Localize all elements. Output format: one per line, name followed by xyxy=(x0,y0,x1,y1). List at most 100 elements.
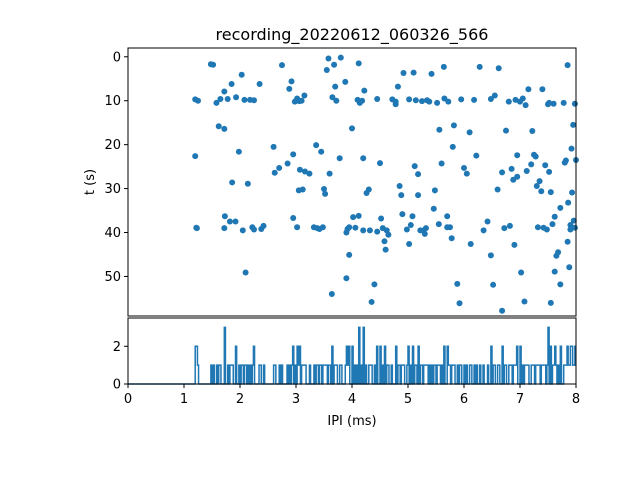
scatter-point xyxy=(346,224,353,231)
scatter-point xyxy=(399,211,406,218)
scatter-point xyxy=(539,86,546,93)
scatter-point xyxy=(487,252,494,259)
scatter-point xyxy=(224,95,231,102)
y-tick-label: 10 xyxy=(104,94,121,109)
scatter-point xyxy=(529,128,536,135)
scatter-point xyxy=(560,99,567,106)
scatter-point xyxy=(547,299,554,306)
scatter-point xyxy=(471,96,478,103)
scatter-point xyxy=(368,298,375,305)
scatter-point xyxy=(533,182,540,189)
scatter-point xyxy=(525,86,532,93)
scatter-point xyxy=(549,221,556,228)
scatter-point xyxy=(193,225,200,232)
scatter-point xyxy=(495,65,502,72)
scatter-point xyxy=(480,227,487,234)
scatter-point xyxy=(336,155,343,162)
scatter-point xyxy=(322,190,329,197)
scatter-point xyxy=(288,78,295,85)
y-tick-label: 40 xyxy=(104,226,121,241)
scatter-point xyxy=(323,66,330,73)
scatter-point xyxy=(321,186,327,193)
scatter-point xyxy=(441,95,448,102)
x-tick-label: 2 xyxy=(236,392,244,407)
scatter-point xyxy=(412,97,419,104)
scatter-point xyxy=(286,85,293,92)
scatter-point xyxy=(301,168,308,175)
scatter-point xyxy=(415,171,422,178)
scatter-point xyxy=(360,227,367,234)
scatter-panel: 0 10 20 30 40 50 t (s) xyxy=(83,47,579,317)
scatter-y-axis-label: t (s) xyxy=(83,169,98,195)
scatter-point xyxy=(410,69,417,76)
scatter-point xyxy=(407,222,414,229)
scatter-point xyxy=(431,187,438,194)
scatter-point xyxy=(349,125,355,132)
scatter-point xyxy=(508,165,515,172)
scatter-point xyxy=(567,222,574,229)
x-tick-label: 4 xyxy=(348,392,356,407)
scatter-point xyxy=(570,121,577,128)
scatter-point xyxy=(534,224,541,231)
scatter-point xyxy=(343,275,350,282)
scatter-point xyxy=(566,264,573,271)
x-tick-label: 6 xyxy=(460,392,468,407)
scatter-point xyxy=(434,99,441,106)
scatter-point xyxy=(466,129,473,136)
scatter-point xyxy=(270,143,277,150)
x-tick-label: 0 xyxy=(124,392,132,407)
y-tick-label: 20 xyxy=(104,138,121,153)
scatter-point xyxy=(403,226,410,233)
scatter-point xyxy=(374,95,381,102)
scatter-point xyxy=(503,127,509,134)
scatter-point xyxy=(447,224,453,231)
y-tick-label: 50 xyxy=(104,270,121,285)
scatter-point xyxy=(299,186,306,193)
scatter-point xyxy=(487,95,494,102)
scatter-point xyxy=(385,231,392,238)
scatter-point xyxy=(331,61,338,68)
scatter-point xyxy=(494,186,501,193)
scatter-point xyxy=(546,168,553,175)
scatter-point xyxy=(365,186,372,193)
scatter-point xyxy=(406,96,413,103)
scatter-point xyxy=(290,151,297,158)
scatter-point xyxy=(215,123,222,130)
x-tick-label: 8 xyxy=(572,392,580,407)
scatter-point xyxy=(456,300,463,307)
scatter-point xyxy=(306,170,313,177)
scatter-point xyxy=(313,142,320,149)
scatter-point xyxy=(359,97,366,104)
scatter-point xyxy=(484,218,491,225)
scatter-point xyxy=(411,163,418,170)
scatter-point xyxy=(325,55,332,62)
scatter-point xyxy=(328,291,335,298)
scatter-point xyxy=(251,226,257,233)
scatter-point xyxy=(557,204,564,211)
scatter-point xyxy=(233,94,240,101)
scatter-point xyxy=(352,224,359,231)
scatter-point xyxy=(238,71,245,78)
scatter-point xyxy=(505,98,512,105)
scatter-point xyxy=(448,235,455,242)
scatter-point xyxy=(435,221,442,228)
scatter-point xyxy=(490,281,497,288)
scatter-point xyxy=(332,83,339,90)
x-tick-label: 1 xyxy=(180,392,188,407)
scatter-point xyxy=(426,98,433,105)
scatter-point xyxy=(374,228,381,235)
scatter-point xyxy=(337,54,344,61)
scatter-point xyxy=(467,240,474,247)
scatter-point xyxy=(406,240,413,247)
scatter-point xyxy=(454,280,461,287)
scatter-point xyxy=(213,99,220,106)
scatter-point xyxy=(438,160,445,167)
scatter-point xyxy=(565,199,572,206)
scatter-point xyxy=(226,218,233,225)
scatter-point xyxy=(551,213,558,220)
scatter-point xyxy=(571,224,578,231)
scatter-point xyxy=(366,227,373,234)
scatter-point xyxy=(221,125,228,132)
scatter-point xyxy=(319,224,326,231)
